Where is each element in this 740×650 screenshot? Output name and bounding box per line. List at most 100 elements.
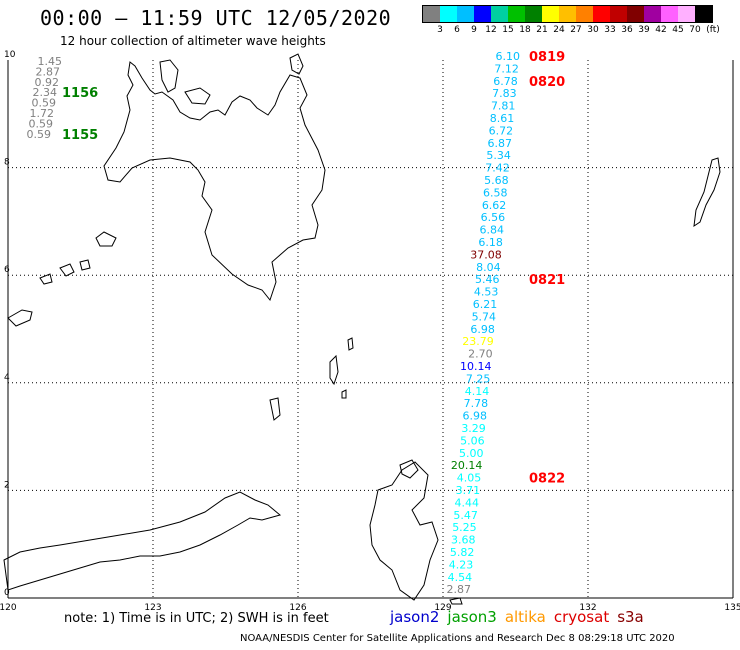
legend-swatch xyxy=(695,6,712,22)
legend-swatch xyxy=(423,6,440,22)
latitude-tick: 10 xyxy=(4,50,16,60)
legend-swatch xyxy=(525,6,542,22)
wave-height-value: 7.12 xyxy=(494,62,519,75)
coastline-tawi xyxy=(7,309,33,327)
wave-height-value: 7.83 xyxy=(492,87,517,100)
pass-time-label: 0819 xyxy=(529,50,565,65)
wave-height-value: 6.58 xyxy=(483,186,508,199)
wave-height-value: 23.79 xyxy=(462,335,494,348)
longitude-tick: 132 xyxy=(579,603,596,613)
wave-height-color-legend: 3 6 9 12 15 18 21 24 27 30 33 36 39 42 45 70 (ft) xyxy=(422,5,720,37)
wave-height-value: 6.84 xyxy=(480,224,505,237)
legend-swatch xyxy=(610,6,627,22)
pass-time-label: 0820 xyxy=(529,75,565,90)
wave-height-value: 5.68 xyxy=(484,174,509,187)
legend-swatch xyxy=(457,6,474,22)
legend-swatch xyxy=(508,6,525,22)
wave-height-value: 6.98 xyxy=(462,410,487,423)
coastline-island-north-east xyxy=(289,53,304,75)
wave-height-value: 5.74 xyxy=(472,310,497,323)
latitude-tick: 0 xyxy=(4,588,10,598)
wave-height-value: 2.87 xyxy=(447,583,472,596)
latitude-tick-labels: 10 8 6 4 2 0 xyxy=(4,50,16,598)
wave-height-value: 5.00 xyxy=(459,447,484,460)
satellite-s3a: s3a xyxy=(617,608,644,626)
legend-swatch xyxy=(627,6,644,22)
legend-label: 33 xyxy=(604,25,616,35)
legend-label: 12 xyxy=(485,25,497,35)
pass-time-label: 1156 xyxy=(62,86,98,101)
legend-swatch xyxy=(576,6,593,22)
legend-label: 27 xyxy=(570,25,582,35)
wave-height-value: 3.71 xyxy=(456,484,481,497)
coastline-obi xyxy=(449,597,463,605)
wave-height-value: 4.23 xyxy=(449,558,474,571)
latitude-tick: 2 xyxy=(4,480,10,490)
credit-line: NOAA/NESDIS Center for Satellite Applica… xyxy=(240,633,675,644)
wave-height-value: 3.68 xyxy=(451,534,476,547)
legend-label: 45 xyxy=(672,25,684,35)
wave-height-value: 6.18 xyxy=(478,236,503,249)
coastline-sulu-2 xyxy=(39,273,53,285)
coastline-talaud xyxy=(347,337,354,351)
wave-height-value: 6.56 xyxy=(481,211,506,224)
wave-height-value: 1.72 xyxy=(30,107,55,120)
map-subtitle: 12 hour collection of altimeter wave hei… xyxy=(60,34,326,48)
wave-height-value: 4.14 xyxy=(465,385,490,398)
legend-color-bar xyxy=(422,5,713,23)
coastline-sulu-1 xyxy=(59,263,75,277)
wave-height-value: 8.61 xyxy=(490,112,515,125)
latitude-tick: 8 xyxy=(4,158,10,168)
coastline-island-bohol xyxy=(184,87,211,105)
legend-swatch xyxy=(491,6,508,22)
wave-height-value: 6.10 xyxy=(496,50,521,63)
wave-height-value: 7.25 xyxy=(466,372,491,385)
pass-time-label: 0821 xyxy=(529,273,565,288)
wave-height-value: 0.59 xyxy=(32,97,57,110)
coastline-basilan xyxy=(95,231,117,247)
longitude-tick-labels: 120 123 126 129 132 135 xyxy=(0,603,740,613)
legend-label: 70 xyxy=(689,25,701,35)
coastline-morotai xyxy=(399,459,419,479)
legend-unit: (ft) xyxy=(706,25,720,35)
wave-height-value: 7.42 xyxy=(485,162,510,175)
coordinate-grid xyxy=(8,60,733,598)
coastline-palau xyxy=(693,157,721,228)
legend-swatch xyxy=(678,6,695,22)
map-title: 00:00 – 11:59 UTC 12/05/2020 xyxy=(40,6,392,30)
wave-height-value: 6.78 xyxy=(493,75,518,88)
wave-height-value: 0.59 xyxy=(27,128,52,141)
longitude-tick: 129 xyxy=(434,603,451,613)
wave-height-value: 6.98 xyxy=(470,323,495,336)
legend-label: 6 xyxy=(454,25,460,35)
units-note: note: 1) Time is in UTC; 2) SWH is in fe… xyxy=(64,611,329,626)
legend-swatch xyxy=(542,6,559,22)
wave-height-value: 37.08 xyxy=(470,248,502,261)
satellite-jason3: jason3 xyxy=(447,608,497,626)
latitude-tick: 4 xyxy=(4,373,10,383)
wave-height-value: 5.06 xyxy=(460,434,485,447)
coastline-halmahera xyxy=(369,461,439,601)
wave-height-value: 5.25 xyxy=(452,521,477,534)
coastline-sangihe xyxy=(329,354,339,386)
wave-height-value: 10.14 xyxy=(460,360,492,373)
legend-swatch xyxy=(559,6,576,22)
coastline-siau xyxy=(269,397,281,421)
legend-label: 3 xyxy=(437,25,443,35)
wave-height-value: 5.82 xyxy=(450,546,475,559)
wave-height-value: 7.78 xyxy=(464,397,489,410)
altimeter-tracks: 1.452.870.922.340.591.720.590.5911561155… xyxy=(27,50,566,596)
legend-label: 21 xyxy=(536,25,548,35)
wave-height-value: 4.05 xyxy=(457,472,482,485)
legend-swatch xyxy=(474,6,491,22)
coastline-island-north xyxy=(159,59,179,93)
wave-height-value: 7.81 xyxy=(491,100,516,113)
wave-height-value: 6.62 xyxy=(482,199,507,212)
wave-height-value: 2.34 xyxy=(33,86,58,99)
longitude-tick: 120 xyxy=(0,603,17,613)
legend-label: 36 xyxy=(621,25,633,35)
coastline-sulawesi xyxy=(3,491,282,591)
wave-height-value: 6.72 xyxy=(489,124,514,137)
